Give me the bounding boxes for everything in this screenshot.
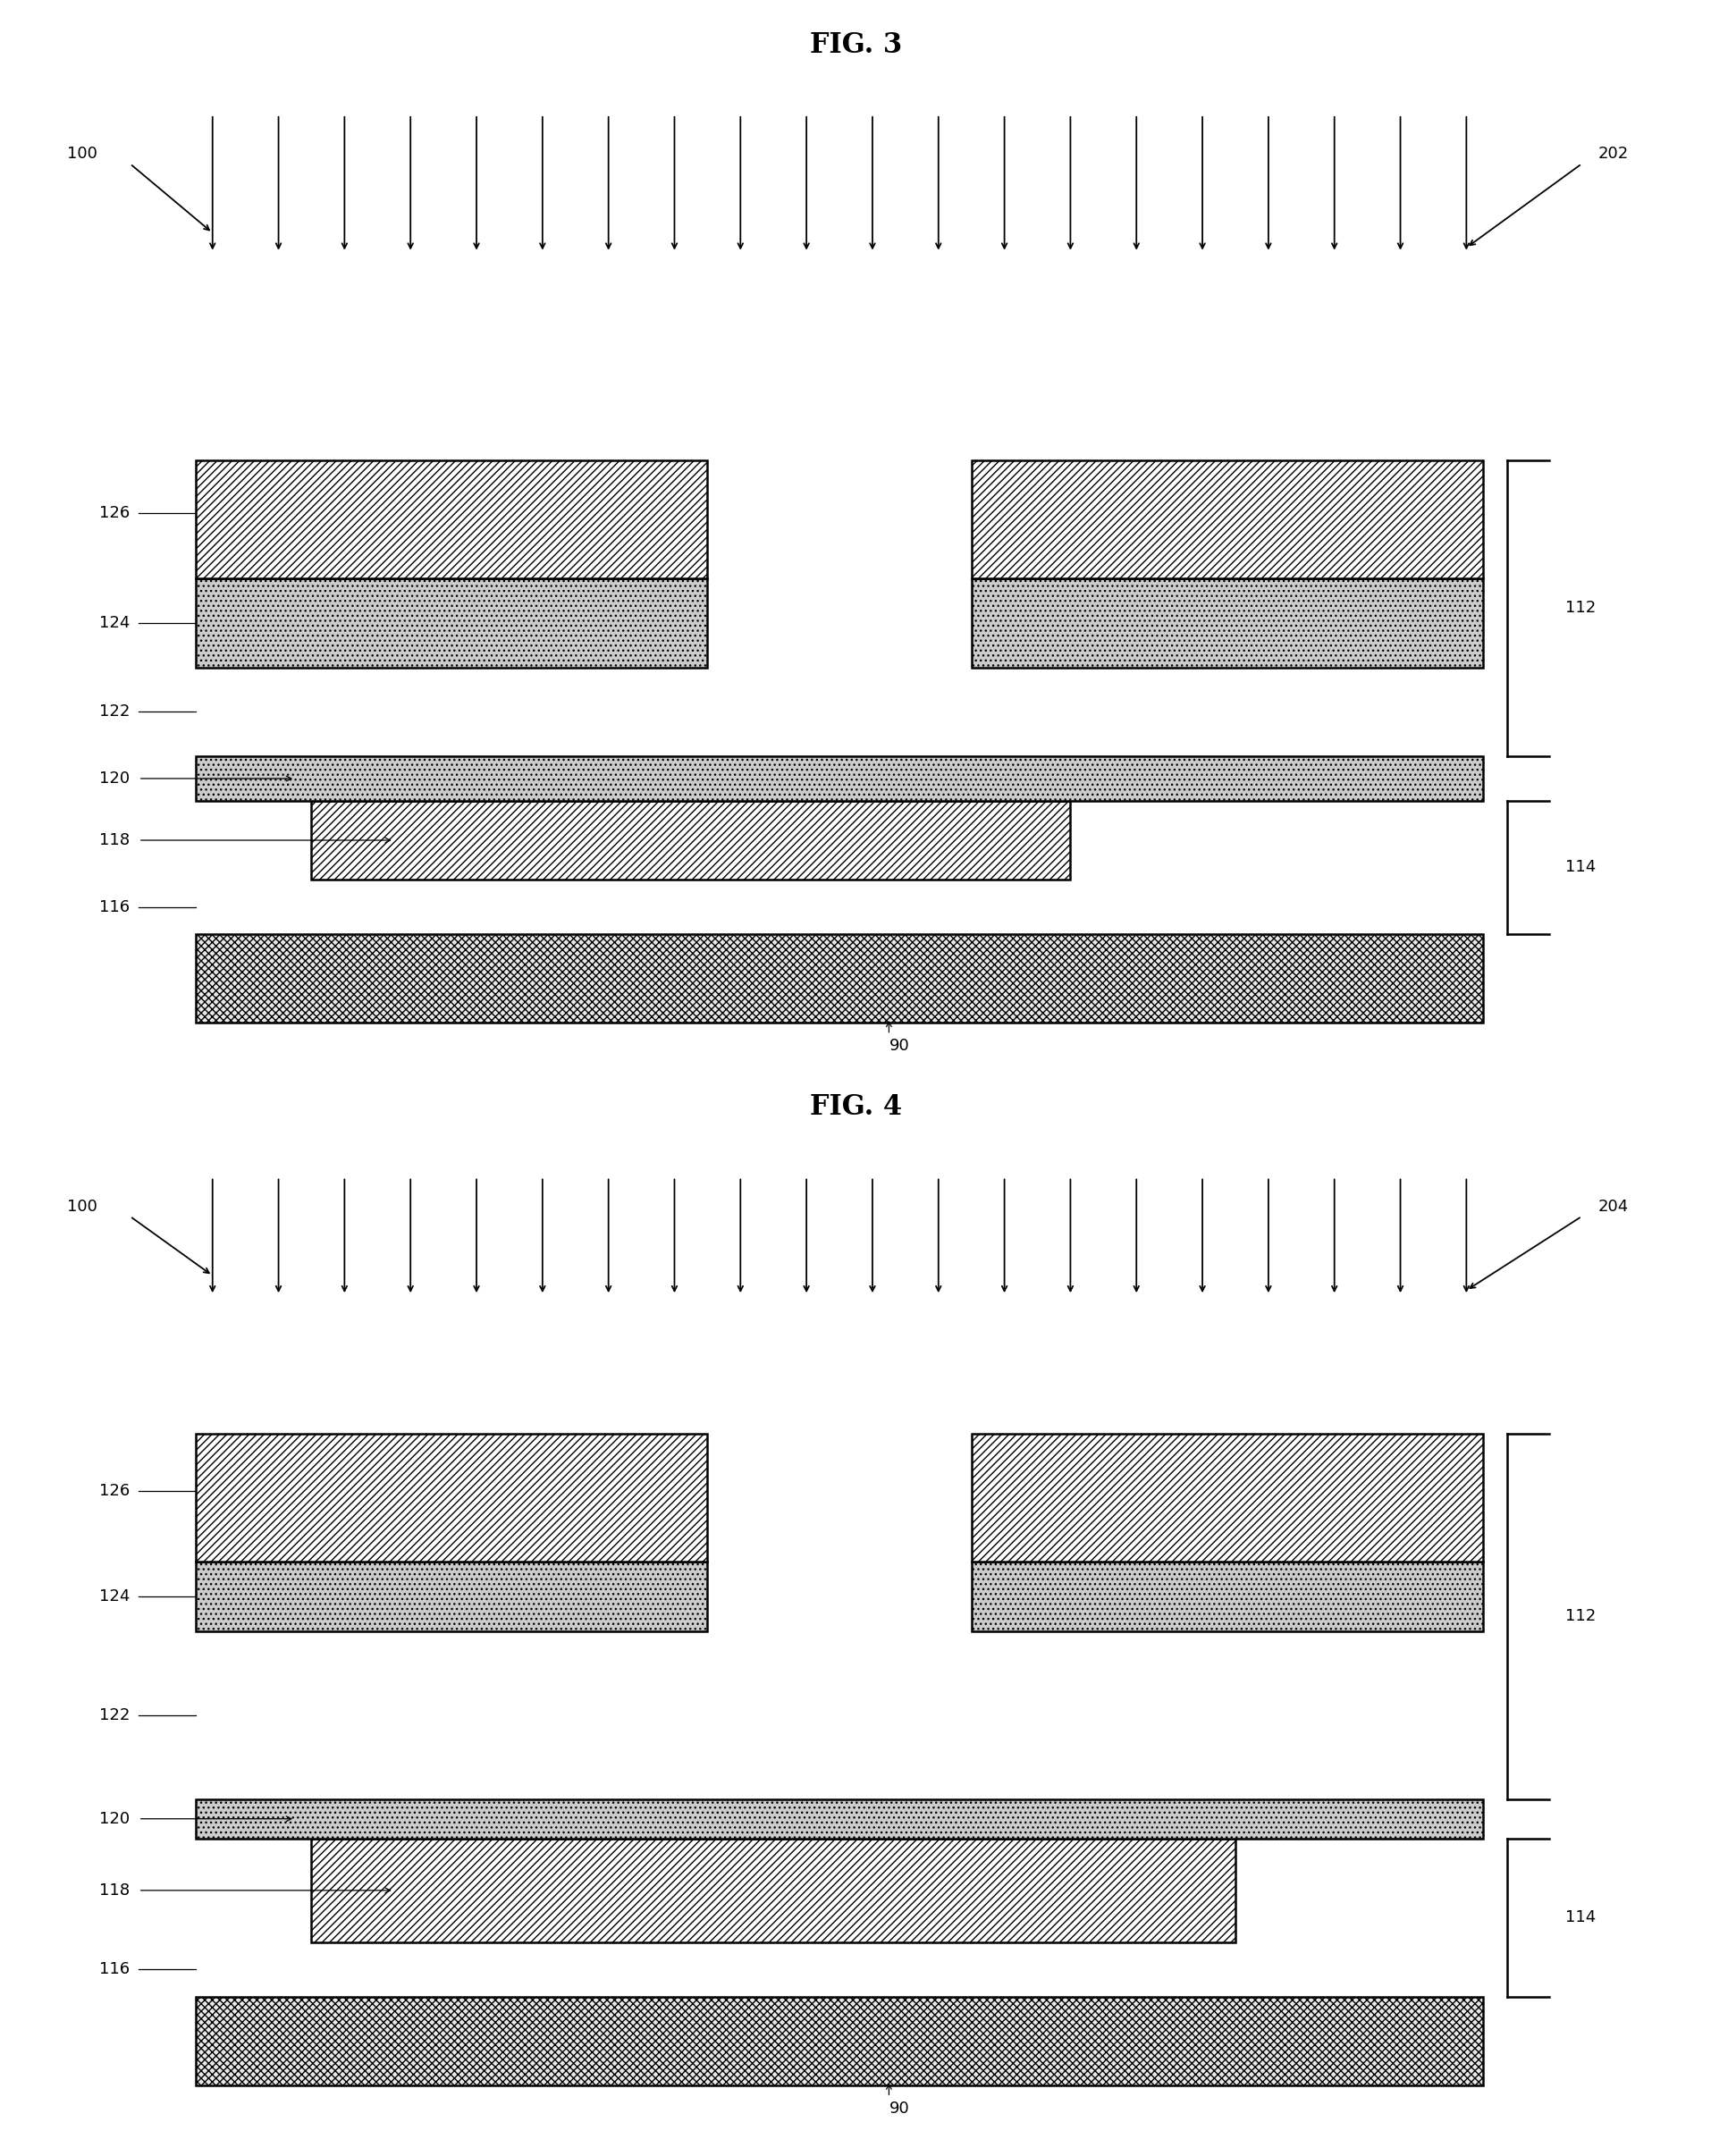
Text: 118: 118	[99, 832, 130, 847]
Bar	[311, 1839, 1235, 1943]
Bar	[970, 1561, 1482, 1632]
Bar	[197, 459, 707, 578]
Text: 90: 90	[888, 1037, 909, 1054]
Bar	[197, 1996, 1482, 2085]
Text: 122: 122	[99, 703, 130, 720]
Text: 126: 126	[99, 505, 130, 522]
Title: FIG. 4: FIG. 4	[809, 1093, 902, 1121]
Text: 116: 116	[99, 1962, 130, 1977]
Text: 124: 124	[99, 614, 130, 632]
Text: 122: 122	[99, 1708, 130, 1723]
Text: 126: 126	[99, 1483, 130, 1498]
Text: 204: 204	[1598, 1199, 1629, 1214]
Bar	[970, 459, 1482, 578]
Text: 120: 120	[99, 770, 130, 787]
Text: 118: 118	[99, 1882, 130, 1899]
Text: 112: 112	[1564, 599, 1595, 617]
Text: 90: 90	[888, 2100, 909, 2117]
Text: 120: 120	[99, 1811, 130, 1826]
Bar	[970, 578, 1482, 668]
Text: 114: 114	[1564, 860, 1595, 875]
Bar	[197, 1561, 707, 1632]
Text: 100: 100	[67, 147, 98, 162]
Text: 100: 100	[67, 1199, 98, 1214]
Text: 112: 112	[1564, 1608, 1595, 1623]
Bar	[197, 578, 707, 668]
Title: FIG. 3: FIG. 3	[809, 30, 902, 58]
Bar	[197, 1434, 707, 1561]
Bar	[311, 800, 1069, 880]
Bar	[197, 1798, 1482, 1839]
Bar	[970, 1434, 1482, 1561]
Bar	[197, 757, 1482, 800]
Text: 202: 202	[1598, 147, 1629, 162]
Text: 114: 114	[1564, 1910, 1595, 1925]
Text: 124: 124	[99, 1589, 130, 1604]
Bar	[197, 934, 1482, 1022]
Text: 116: 116	[99, 899, 130, 914]
